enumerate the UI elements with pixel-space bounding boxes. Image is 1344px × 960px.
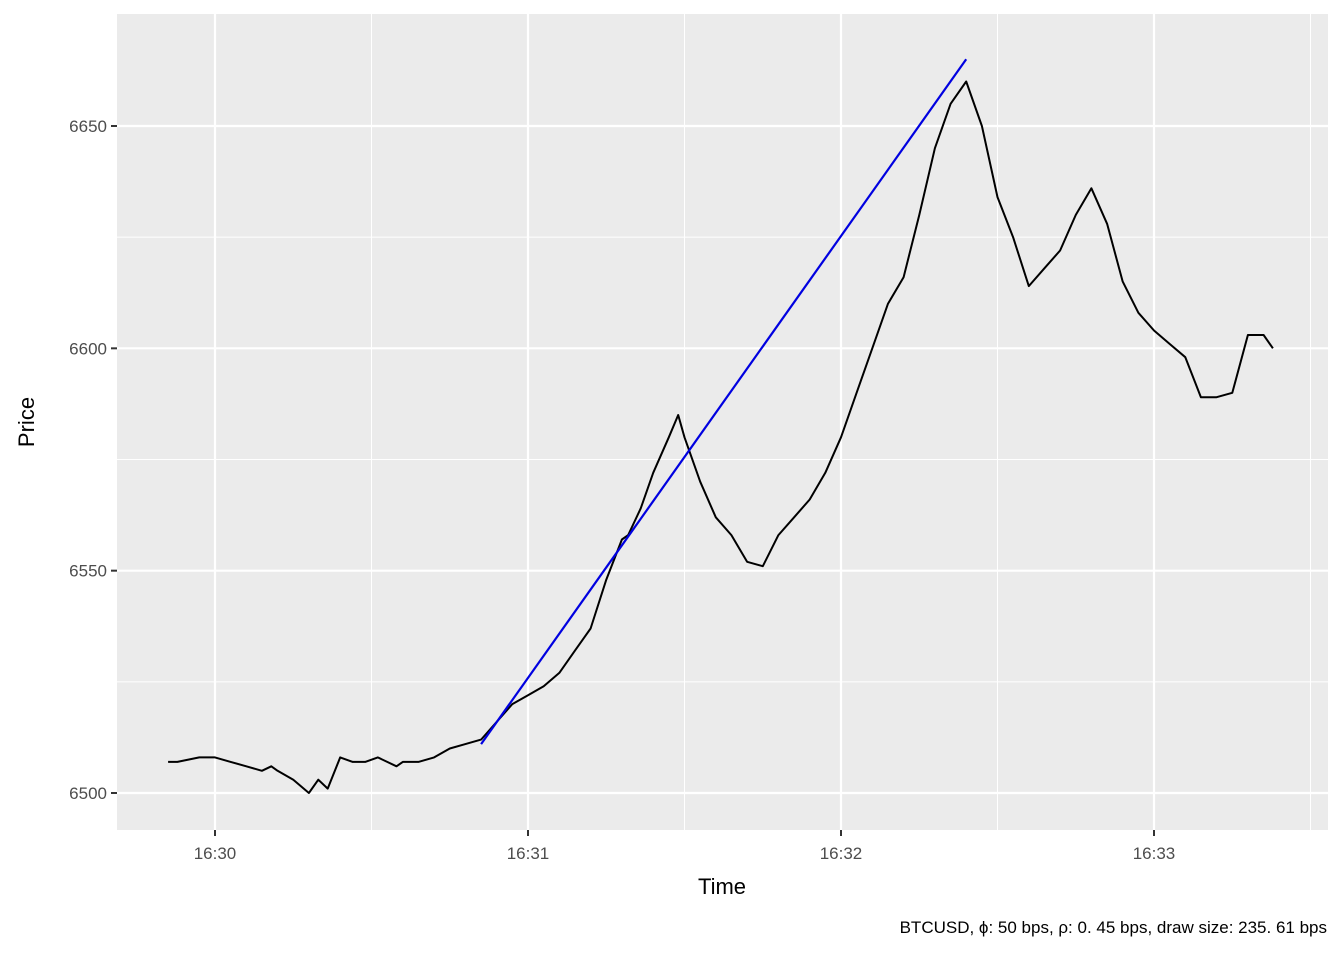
chart-caption: BTCUSD, ϕ: 50 bps, ρ: 0. 45 bps, draw si… — [900, 918, 1327, 937]
plot-panel — [117, 14, 1328, 830]
y-axis-title: Price — [14, 397, 39, 447]
price-series-line — [168, 80, 1274, 794]
x-tick-label: 16:32 — [820, 844, 863, 863]
x-axis-title: Time — [698, 874, 746, 899]
y-tick-label: 6500 — [69, 784, 107, 803]
major-gridlines — [117, 14, 1328, 830]
x-tick-label: 16:33 — [1133, 844, 1176, 863]
x-axis: 16:30 16:31 16:32 16:33 — [194, 830, 1176, 863]
x-tick-label: 16:30 — [194, 844, 237, 863]
y-tick-label: 6600 — [69, 339, 107, 358]
y-axis: 6500 6550 6600 6650 — [69, 117, 117, 803]
series-layer — [168, 58, 1274, 794]
minor-gridlines — [117, 14, 1328, 830]
y-tick-label: 6550 — [69, 562, 107, 581]
y-tick-label: 6650 — [69, 117, 107, 136]
x-tick-label: 16:31 — [507, 844, 550, 863]
draw-trendline — [480, 58, 968, 745]
